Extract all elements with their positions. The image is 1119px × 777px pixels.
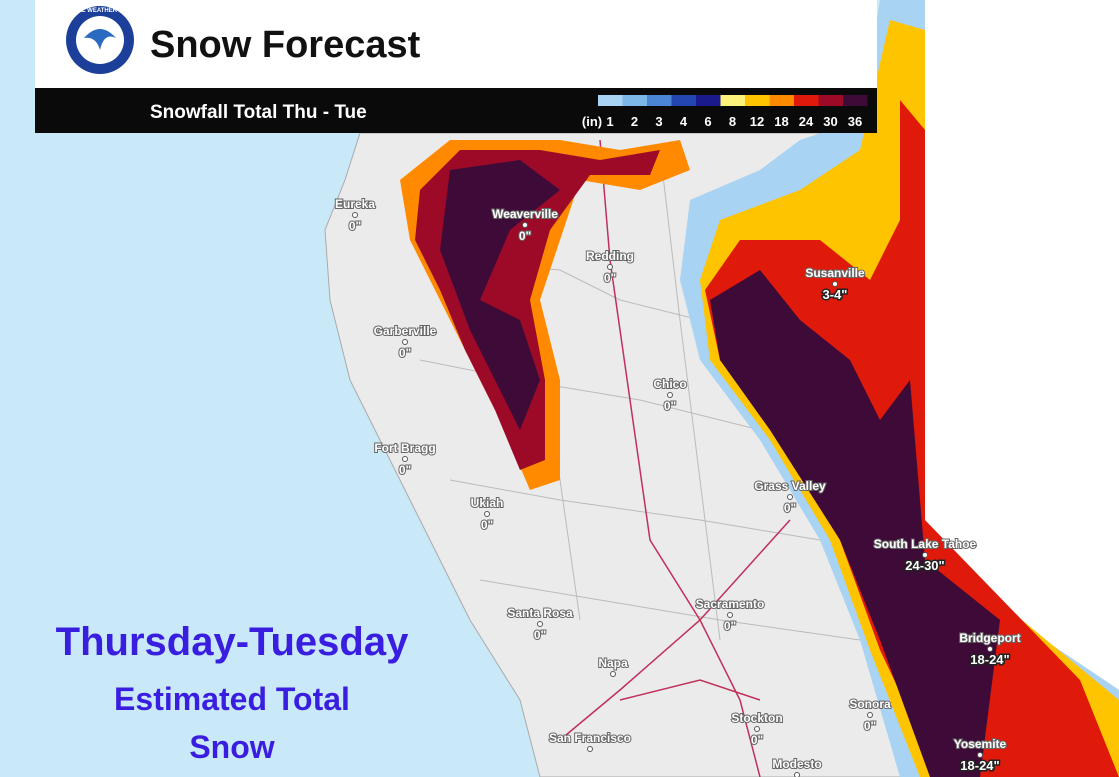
legend-label: 4 <box>680 114 688 129</box>
city-name: Susanville <box>805 266 865 280</box>
city-name: Grass Valley <box>754 479 826 493</box>
city-dot <box>537 621 543 627</box>
city-name: Garberville <box>374 324 437 338</box>
legend-swatch <box>843 95 868 106</box>
legend-unit: (in) <box>582 114 602 129</box>
city-dot <box>754 726 760 732</box>
legend-swatch <box>818 95 843 106</box>
legend-swatch <box>769 95 794 106</box>
city-name: Ukiah <box>471 496 504 510</box>
legend-swatch <box>745 95 770 106</box>
city-name: Modesto <box>772 757 821 771</box>
city-dot <box>987 646 993 652</box>
legend-label: 2 <box>631 114 638 129</box>
city-dot <box>794 772 800 777</box>
city-amount: 0" <box>784 501 796 515</box>
city-amount: 0" <box>481 518 493 532</box>
city-name: Napa <box>598 656 628 670</box>
city-amount: 0" <box>399 346 411 360</box>
legend-label: 1 <box>606 114 613 129</box>
city-dot <box>867 712 873 718</box>
caption-line: Snow <box>189 729 274 765</box>
city-dot <box>610 671 616 677</box>
city-dot <box>922 552 928 558</box>
city-name: Weaverville <box>492 207 558 221</box>
nevada <box>925 0 1119 690</box>
city-dot <box>402 339 408 345</box>
city-dot <box>587 746 593 752</box>
city-name: Sonora <box>849 697 891 711</box>
caption-line: Estimated Total <box>114 681 350 717</box>
city-dot <box>607 264 613 270</box>
header-bg <box>35 0 877 88</box>
legend-swatch <box>622 95 647 106</box>
highways <box>559 139 791 777</box>
city-amount: 0" <box>534 628 546 642</box>
city-name: South Lake Tahoe <box>874 537 977 551</box>
city-amount: 0" <box>604 271 616 285</box>
city-name: Redding <box>586 249 634 263</box>
legend-label: 18 <box>774 114 788 129</box>
city-dot <box>522 222 528 228</box>
logo-icon <box>84 29 116 50</box>
city-amount: 24-30" <box>905 558 944 573</box>
legend-label: 3 <box>655 114 662 129</box>
city-amount: 0" <box>399 463 411 477</box>
city-dot <box>832 281 838 287</box>
legend-label: 36 <box>848 114 862 129</box>
city-amount: 18-24" <box>960 758 999 773</box>
legend-label: 12 <box>750 114 764 129</box>
legend-label: 24 <box>799 114 814 129</box>
city-amount: 18-24" <box>970 652 1009 667</box>
legend-swatch <box>671 95 696 106</box>
city-name: San Francisco <box>549 731 631 745</box>
city-amount: 0" <box>724 619 736 633</box>
city-name: Sacramento <box>696 597 765 611</box>
logo-text: NATIONAL WEATHER SERVICE <box>55 8 145 14</box>
city-name: Stockton <box>731 711 782 725</box>
legend-swatch <box>598 95 623 106</box>
city-name: Chico <box>653 377 686 391</box>
city-dot <box>484 511 490 517</box>
city-amount: 3-4" <box>823 287 848 302</box>
city-name: Fort Bragg <box>374 441 435 455</box>
legend-swatch <box>794 95 819 106</box>
city-name: Eureka <box>335 197 375 211</box>
city-name: Yosemite <box>954 737 1007 751</box>
city-amount: 0" <box>864 719 876 733</box>
legend-label: 30 <box>823 114 837 129</box>
city-dot <box>727 612 733 618</box>
legend-swatch <box>720 95 745 106</box>
city-amount: 0" <box>664 399 676 413</box>
city-dot <box>352 212 358 218</box>
legend-swatch <box>647 95 672 106</box>
legend-swatch <box>696 95 721 106</box>
city-amount: 0" <box>751 733 763 747</box>
legend-label: 6 <box>704 114 711 129</box>
city-dot <box>977 752 983 758</box>
city-amount: 0" <box>519 229 531 243</box>
city-dot <box>402 456 408 462</box>
city-amount: 0" <box>349 219 361 233</box>
header-subtitle: Snowfall Total Thu - Tue <box>150 102 367 123</box>
header-title: Snow Forecast <box>150 24 421 66</box>
city-dot <box>787 494 793 500</box>
snow-areas <box>400 0 1119 777</box>
legend-label: 8 <box>729 114 736 129</box>
caption-line: Thursday-Tuesday <box>56 620 409 664</box>
city-name: Santa Rosa <box>507 606 573 620</box>
city-name: Bridgeport <box>959 631 1020 645</box>
city-dot <box>667 392 673 398</box>
